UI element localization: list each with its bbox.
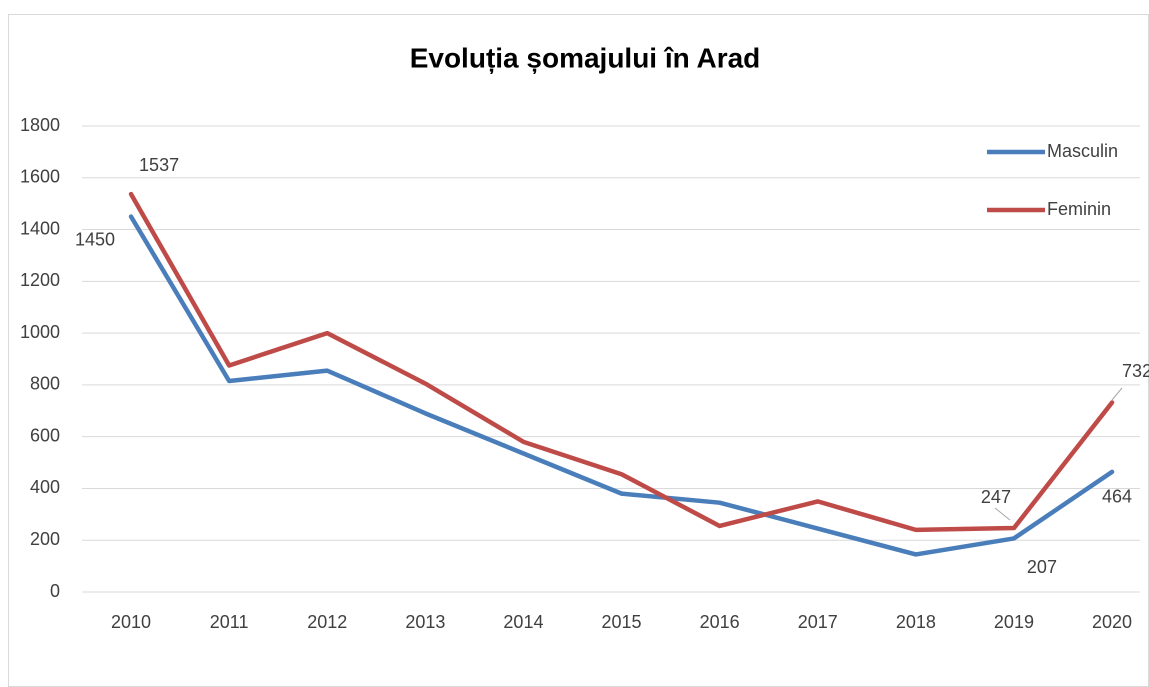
x-tick-label: 2011 [210, 612, 249, 632]
data-line [128, 191, 1115, 533]
leader-line [1111, 387, 1123, 401]
x-tick-label: 2015 [602, 612, 642, 632]
y-tick-label: 0 [50, 581, 60, 601]
x-tick-label: 2017 [798, 612, 838, 632]
chart-title: Evoluția șomajului în Arad [410, 42, 761, 73]
legend-label: Masculin [1047, 141, 1118, 161]
y-tick-label: 1600 [20, 167, 60, 187]
data-line [128, 214, 1115, 557]
y-tick-label: 600 [30, 425, 60, 445]
y-tick-label: 400 [30, 477, 60, 497]
y-tick-label: 200 [30, 529, 60, 549]
leader-line [994, 507, 1011, 521]
y-tick-label: 800 [30, 374, 60, 394]
data-label: 732 [1122, 361, 1149, 381]
x-tick-label: 2020 [1092, 612, 1132, 632]
x-tick-label: 2010 [111, 612, 151, 632]
data-label: 247 [981, 487, 1011, 507]
x-tick-label: 2018 [896, 612, 936, 632]
data-label: 1450 [75, 229, 115, 249]
data-label: 1537 [139, 155, 179, 175]
data-label: 207 [1027, 557, 1057, 577]
x-tick-label: 2019 [994, 612, 1034, 632]
legend-label: Feminin [1047, 199, 1111, 219]
y-tick-label: 1800 [20, 115, 60, 135]
y-tick-label: 1200 [20, 270, 60, 290]
y-tick-label: 1000 [20, 322, 60, 342]
x-tick-label: 2012 [307, 612, 347, 632]
y-tick-label: 1400 [20, 218, 60, 238]
chart-border [8, 14, 1149, 687]
x-tick-label: 2016 [700, 612, 740, 632]
data-label: 464 [1102, 487, 1132, 507]
x-tick-label: 2014 [503, 612, 543, 632]
x-tick-label: 2013 [405, 612, 445, 632]
